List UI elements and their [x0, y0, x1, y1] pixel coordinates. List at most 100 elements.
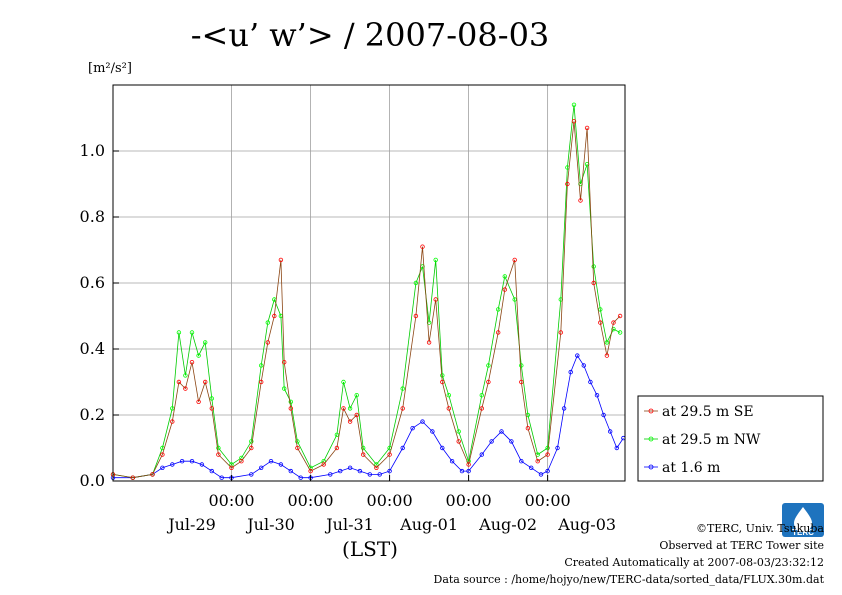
data-point [456, 439, 461, 444]
data-point [282, 360, 287, 365]
data-point [594, 393, 600, 398]
data-point [502, 274, 507, 279]
data-point [496, 307, 501, 312]
data-point [584, 125, 590, 131]
data-point [367, 472, 372, 477]
data-point [278, 462, 284, 467]
data-point [216, 452, 221, 457]
legend-label: at 29.5 m SE [662, 404, 754, 420]
data-point [272, 313, 277, 319]
data-point [361, 452, 366, 457]
data-point [288, 406, 293, 411]
x-time-tick-label: 00:00 [525, 491, 571, 510]
x-date-label: Aug-02 [478, 515, 537, 534]
data-point [400, 386, 405, 391]
legend-entry: at 29.5 m NW [644, 432, 761, 448]
data-point [617, 330, 623, 335]
x-date-label: Aug-01 [399, 515, 458, 534]
data-point [249, 445, 254, 451]
data-point [361, 445, 366, 451]
x-time-tick-label: 00:00 [367, 491, 413, 510]
data-point [321, 462, 326, 467]
water-drop-icon [794, 507, 812, 532]
data-point [426, 320, 432, 325]
y-axis-unit: [m²/s²] [88, 61, 132, 76]
data-point [400, 406, 405, 411]
data-point [591, 280, 596, 286]
data-point [604, 353, 610, 358]
data-point [433, 257, 438, 263]
series-line [112, 121, 621, 479]
data-point [535, 459, 540, 464]
data-point [308, 468, 313, 474]
source-text: Data source : /home/hojyo/new/TERC-data/… [434, 573, 825, 586]
terc-logo-text: TERC [792, 528, 814, 537]
data-point [591, 264, 596, 269]
data-point [259, 379, 264, 385]
data-point [525, 426, 531, 431]
series-group [110, 102, 626, 480]
data-point [288, 399, 293, 404]
x-date-label: Aug-03 [557, 515, 616, 534]
data-point [479, 393, 484, 398]
data-point [545, 468, 550, 474]
legend-marker [648, 464, 654, 470]
data-point [433, 297, 438, 302]
data-point [130, 475, 135, 480]
data-point [202, 379, 208, 385]
data-point [189, 459, 195, 464]
data-point [229, 465, 234, 470]
data-point [387, 452, 392, 457]
series-line [112, 104, 621, 479]
data-point [209, 396, 214, 401]
y-tick-label: 1.0 [80, 141, 105, 160]
data-point [209, 468, 214, 474]
data-point [183, 386, 188, 391]
x-axis-label: (LST) [342, 537, 398, 561]
data-point [608, 429, 613, 434]
data-point [538, 472, 544, 477]
data-point [604, 340, 610, 345]
legend-entry: at 29.5 m SE [644, 404, 754, 420]
data-point [347, 406, 353, 411]
x-time-tick-label: 00:00 [288, 491, 334, 510]
data-point [295, 445, 300, 451]
data-point [278, 257, 284, 263]
data-point [509, 439, 514, 444]
data-point [486, 363, 491, 368]
legend-marker [648, 436, 654, 442]
terc-logo: TERC [782, 503, 824, 537]
data-point [617, 313, 623, 319]
data-point [561, 406, 567, 411]
data-point [189, 360, 195, 365]
data-point [413, 280, 419, 286]
data-point [479, 452, 484, 457]
data-point [571, 102, 577, 107]
data-point [611, 320, 616, 325]
data-point [341, 379, 346, 385]
data-point [529, 465, 534, 470]
chart-title: -<u’ w’> / 2007-08-03 [191, 16, 550, 54]
data-point [426, 340, 432, 345]
data-point [565, 181, 570, 187]
data-point [239, 459, 244, 464]
data-point [449, 459, 455, 464]
data-point [216, 445, 221, 451]
data-point [420, 419, 425, 424]
data-point [440, 379, 445, 385]
series [110, 102, 623, 480]
data-point [176, 330, 182, 335]
data-point [347, 465, 353, 470]
series-line [113, 354, 624, 479]
data-point [341, 406, 346, 411]
data-point [328, 472, 333, 477]
data-point [282, 386, 287, 391]
data-point [209, 406, 214, 411]
x-date-label: Jul-31 [324, 515, 374, 534]
x-time-tick-label: 00:00 [446, 491, 492, 510]
data-point [179, 459, 185, 464]
legend: at 29.5 m SE at 29.5 m NW at 1.6 m [637, 395, 824, 482]
axes: 0.0 0.2 0.4 0.6 0.8 1.0 00:00 00:00 00:00 00:00 00… [80, 141, 617, 534]
data-point [265, 340, 270, 345]
data-point [249, 439, 254, 444]
